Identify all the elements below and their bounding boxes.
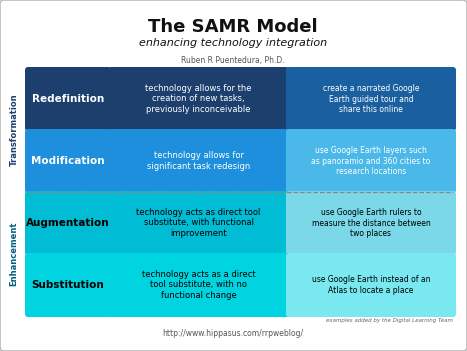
Text: Ruben R Puentedura, Ph.D.: Ruben R Puentedura, Ph.D. bbox=[181, 56, 285, 65]
Text: http://www.hippasus.com/rrpweblog/: http://www.hippasus.com/rrpweblog/ bbox=[163, 329, 304, 338]
Text: technology acts as a direct
tool substitute, with no
functional change: technology acts as a direct tool substit… bbox=[142, 270, 255, 300]
FancyBboxPatch shape bbox=[25, 67, 111, 131]
Text: technology allows for the
creation of new tasks,
previously inconceivable: technology allows for the creation of ne… bbox=[145, 84, 252, 114]
Text: examples added by the Digital Learning Team: examples added by the Digital Learning T… bbox=[326, 318, 453, 323]
FancyBboxPatch shape bbox=[108, 129, 289, 193]
Text: The SAMR Model: The SAMR Model bbox=[148, 18, 318, 36]
FancyBboxPatch shape bbox=[108, 191, 289, 255]
Text: technology allows for
significant task redesign: technology allows for significant task r… bbox=[147, 151, 250, 171]
Text: Substitution: Substitution bbox=[32, 280, 105, 290]
Text: Transformation: Transformation bbox=[9, 94, 19, 166]
FancyBboxPatch shape bbox=[286, 129, 456, 193]
Text: Augmentation: Augmentation bbox=[26, 218, 110, 228]
FancyBboxPatch shape bbox=[286, 67, 456, 131]
Text: technology acts as direct tool
substitute, with functional
improvement: technology acts as direct tool substitut… bbox=[136, 208, 261, 238]
Text: create a narrated Google
Earth guided tour and
share this online: create a narrated Google Earth guided to… bbox=[323, 84, 419, 114]
Text: use Google Earth rulers to
measure the distance between
two places: use Google Earth rulers to measure the d… bbox=[311, 208, 431, 238]
Text: enhancing technology integration: enhancing technology integration bbox=[139, 38, 327, 48]
FancyBboxPatch shape bbox=[286, 253, 456, 317]
Text: use Google Earth layers such
as panoramio and 360 cities to
research locations: use Google Earth layers such as panorami… bbox=[311, 146, 431, 176]
FancyBboxPatch shape bbox=[25, 129, 111, 193]
Text: Enhancement: Enhancement bbox=[9, 222, 19, 286]
FancyBboxPatch shape bbox=[25, 253, 111, 317]
Text: use Google Earth instead of an
Atlas to locate a place: use Google Earth instead of an Atlas to … bbox=[312, 275, 430, 295]
FancyBboxPatch shape bbox=[25, 191, 111, 255]
Text: Redefinition: Redefinition bbox=[32, 94, 104, 104]
FancyBboxPatch shape bbox=[108, 67, 289, 131]
FancyBboxPatch shape bbox=[108, 253, 289, 317]
Text: Modification: Modification bbox=[31, 156, 105, 166]
FancyBboxPatch shape bbox=[286, 191, 456, 255]
